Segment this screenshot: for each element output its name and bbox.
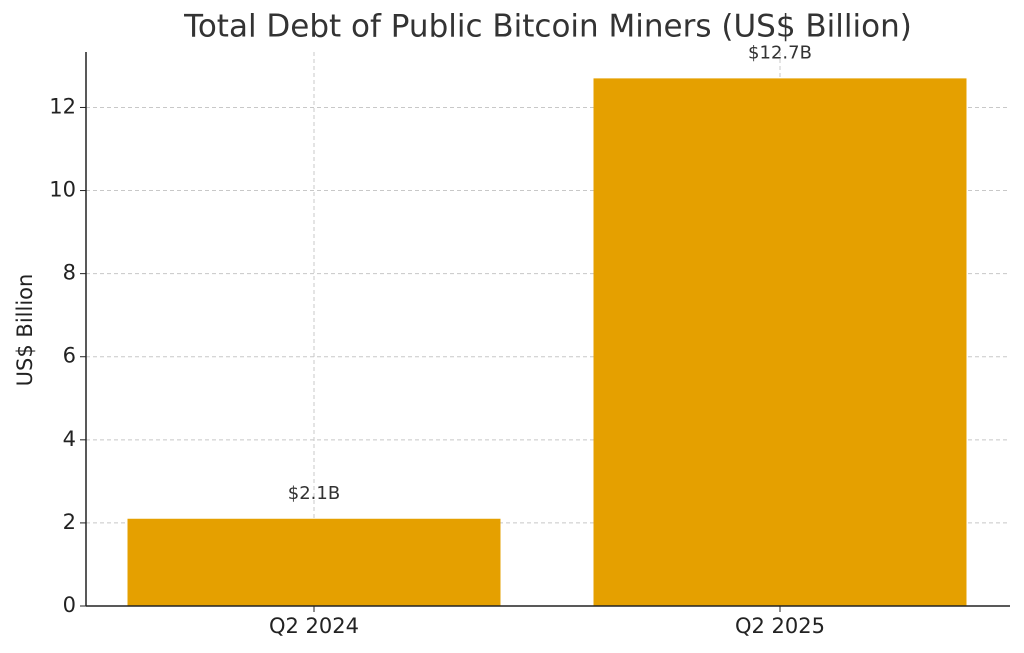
y-tick-label: 4 xyxy=(63,427,76,451)
x-tick-label: Q2 2024 xyxy=(269,614,359,638)
bar xyxy=(593,78,967,606)
y-tick-label: 2 xyxy=(63,510,76,534)
y-tick-label: 0 xyxy=(63,593,76,617)
y-tick-label: 6 xyxy=(63,344,76,368)
chart-title: Total Debt of Public Bitcoin Miners (US$… xyxy=(183,9,912,45)
value-label: $12.7B xyxy=(748,42,812,63)
y-axis-label: US$ Billion xyxy=(13,274,37,387)
value-label: $2.1B xyxy=(288,483,340,504)
y-tick-label: 8 xyxy=(63,261,76,285)
y-tick-label: 10 xyxy=(49,178,76,202)
bar xyxy=(127,518,501,606)
y-tick-label: 12 xyxy=(49,94,76,118)
x-tick-label: Q2 2025 xyxy=(735,614,825,638)
